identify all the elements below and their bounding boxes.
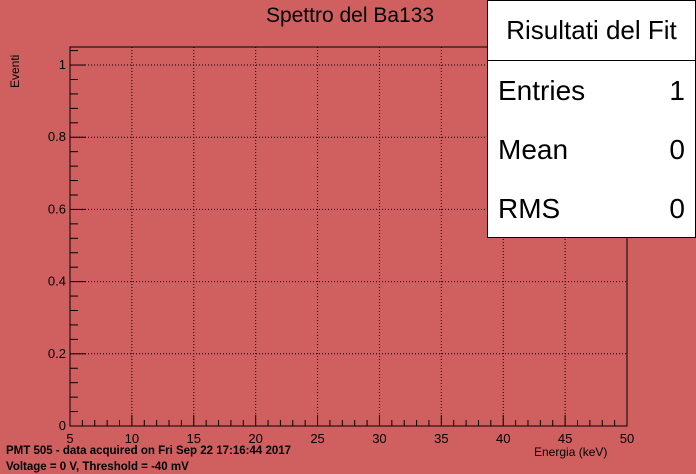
x-tick-label: 25 (310, 431, 324, 446)
y-tick-label: 0.8 (48, 129, 66, 144)
x-tick-label: 30 (372, 431, 386, 446)
y-tick-label: 0.4 (48, 274, 66, 289)
x-tick-label: 20 (248, 431, 262, 446)
y-tick-label: 0.6 (48, 201, 66, 216)
x-tick-label: 40 (496, 431, 510, 446)
stats-label-rms: RMS (498, 192, 561, 224)
x-tick-label: 45 (558, 431, 572, 446)
chart-title: Spettro del Ba133 (265, 4, 435, 27)
x-axis-label: Energia (keV) (534, 445, 608, 459)
x-tick-label: 35 (434, 431, 448, 446)
stats-value-entries: 1 (669, 74, 685, 106)
tick-labels: 5 10 15 20 25 30 35 40 45 50 0 0.2 0.4 0.6 0.8 1 (48, 57, 634, 446)
stats-label-mean: Mean (498, 133, 569, 165)
stats-value-rms: 0 (669, 192, 685, 224)
footer-acquisition-info: PMT 505 - data acquired on Fri Sep 22 17… (6, 445, 292, 457)
ticks (69, 50, 628, 427)
stats-row-rms: RMS 0 (488, 179, 695, 238)
stats-value-mean: 0 (669, 133, 685, 165)
x-tick-label: 50 (620, 431, 634, 446)
y-tick-label: 0.2 (48, 346, 66, 361)
x-tick-label: 10 (125, 431, 139, 446)
footer-voltage-info: Voltage = 0 V, Threshold = -40 mV (6, 461, 189, 473)
y-tick-label: 0 (59, 418, 66, 433)
x-tick-label: 5 (66, 431, 73, 446)
stats-title: Risultati del Fit (488, 1, 695, 61)
y-axis-label: Eventi (8, 54, 22, 88)
stats-row-mean: Mean 0 (488, 120, 695, 179)
y-tick-label: 1 (59, 57, 66, 72)
stats-label-entries: Entries (498, 74, 586, 106)
stats-box: Risultati del Fit Entries 1 Mean 0 RMS 0 (487, 0, 696, 238)
x-tick-label: 15 (187, 431, 201, 446)
stats-row-entries: Entries 1 (488, 61, 695, 120)
